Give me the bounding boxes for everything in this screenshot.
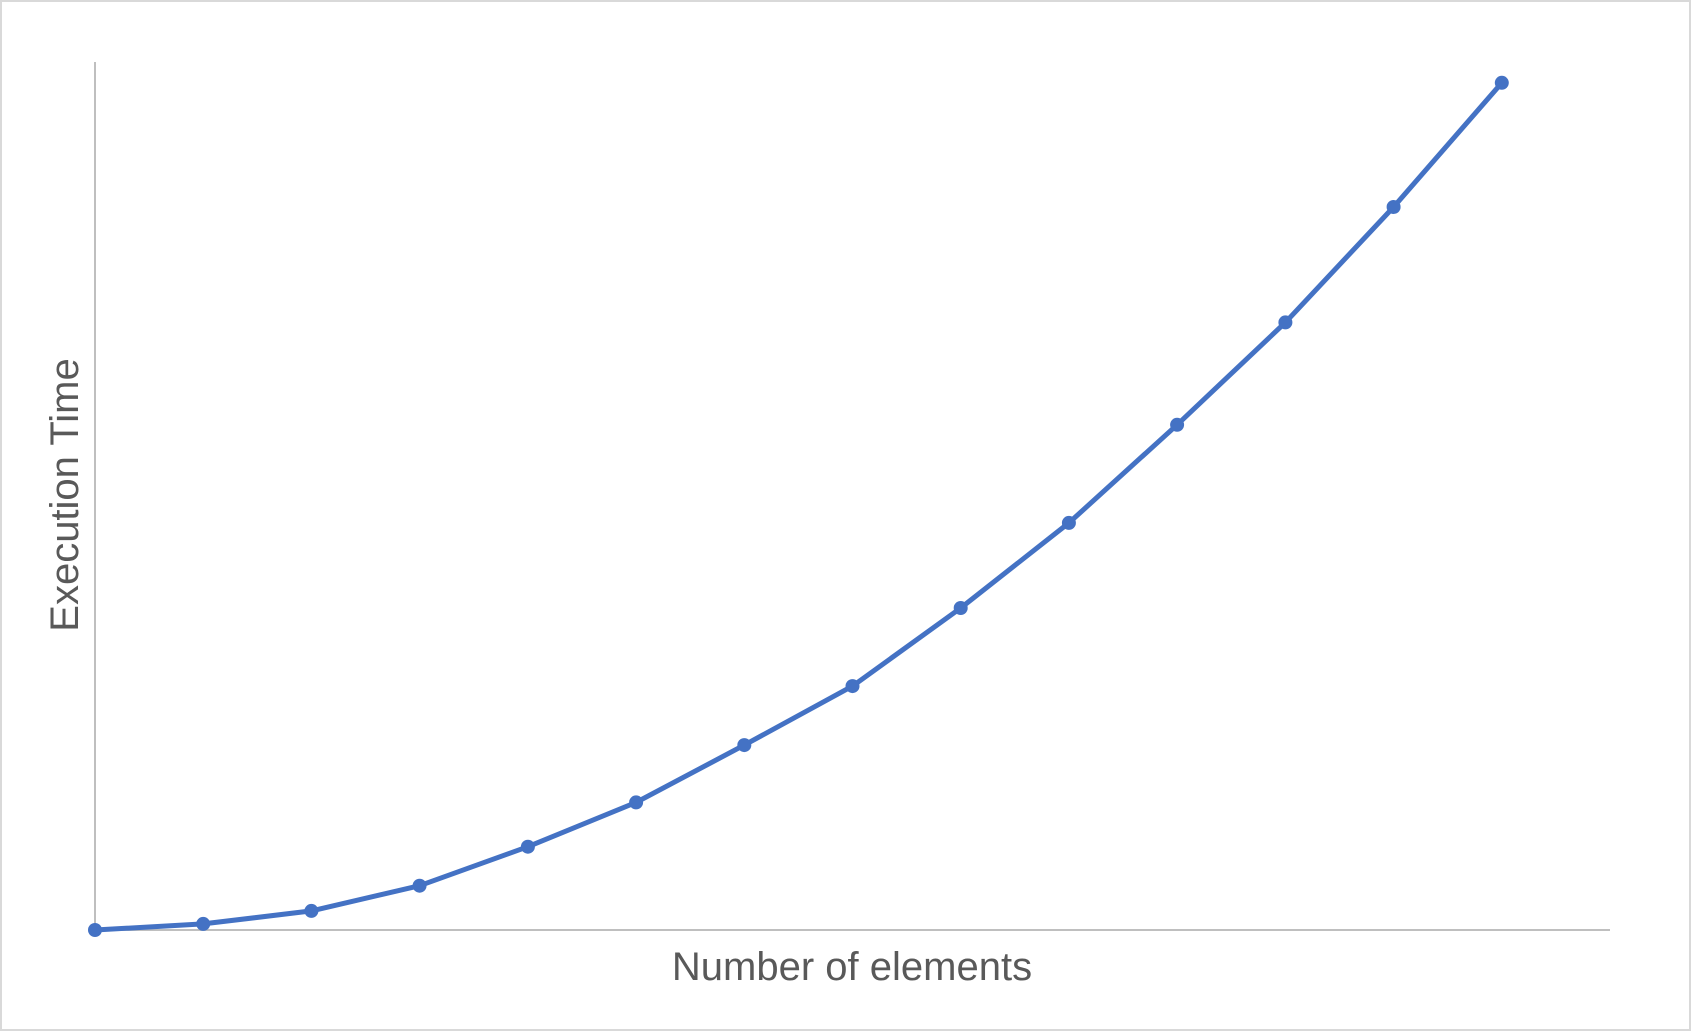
data-point xyxy=(196,916,211,931)
data-point xyxy=(1170,417,1185,432)
data-point xyxy=(737,738,752,753)
data-point xyxy=(1494,75,1509,90)
y-axis-title: Execution Time xyxy=(43,358,87,631)
data-point xyxy=(629,795,644,810)
series-line xyxy=(92,80,1505,933)
data-point xyxy=(845,679,860,694)
data-point xyxy=(1278,315,1293,330)
series-markers xyxy=(88,75,1509,937)
data-point xyxy=(1061,515,1076,530)
data-point xyxy=(953,601,968,615)
data-point xyxy=(304,903,319,918)
data-point xyxy=(88,923,102,937)
data-point xyxy=(1386,200,1401,214)
data-point xyxy=(520,839,535,854)
x-axis-title: Number of elements xyxy=(672,945,1032,989)
data-point xyxy=(412,878,427,893)
